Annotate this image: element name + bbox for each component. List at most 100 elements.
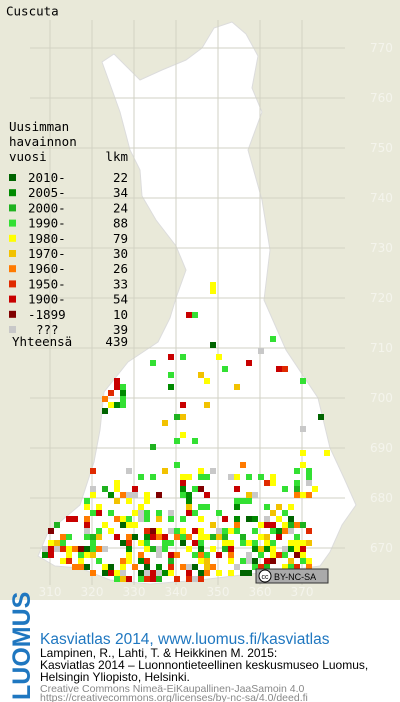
observation xyxy=(186,576,192,582)
observation xyxy=(84,564,90,570)
observation xyxy=(228,474,234,480)
observation xyxy=(192,438,198,444)
observation xyxy=(72,516,78,522)
observation xyxy=(228,570,234,576)
observation xyxy=(84,504,90,510)
observation xyxy=(120,540,126,546)
observation xyxy=(276,534,282,540)
observation xyxy=(288,540,294,546)
observation xyxy=(156,546,162,552)
observation xyxy=(126,498,132,504)
observation xyxy=(204,504,210,510)
observation xyxy=(210,282,216,288)
observation xyxy=(270,510,276,516)
observation xyxy=(96,528,102,534)
legend-swatch xyxy=(9,234,16,242)
observation xyxy=(294,540,300,546)
observation xyxy=(138,504,144,510)
observation xyxy=(288,516,294,522)
observation xyxy=(66,534,72,540)
northing-label: 710 xyxy=(370,341,393,355)
observation xyxy=(90,546,96,552)
observation xyxy=(294,486,300,492)
legend-count: 26 xyxy=(113,261,128,276)
legend-label: 1950- xyxy=(28,276,66,291)
observation xyxy=(66,558,72,564)
legend-label: 2000- xyxy=(28,200,66,215)
observation xyxy=(198,468,204,474)
observation xyxy=(300,558,306,564)
observation xyxy=(294,534,300,540)
easting-label: 370 xyxy=(291,585,314,599)
observation xyxy=(306,528,312,534)
observation xyxy=(306,480,312,486)
observation xyxy=(306,564,312,570)
observation xyxy=(126,522,132,528)
citation: Helsingin Yliopisto, Helsinki. xyxy=(40,670,190,684)
legend-total: 439 xyxy=(105,334,128,349)
observation xyxy=(252,558,258,564)
observation xyxy=(144,516,150,522)
observation xyxy=(234,474,240,480)
legend-label: 1970- xyxy=(28,246,66,261)
observation xyxy=(246,492,252,498)
observation xyxy=(54,540,60,546)
observation xyxy=(138,570,144,576)
observation xyxy=(294,522,300,528)
observation xyxy=(192,552,198,558)
observation xyxy=(132,522,138,528)
observation xyxy=(300,462,306,468)
observation xyxy=(222,516,228,522)
observation xyxy=(60,534,66,540)
observation xyxy=(162,570,168,576)
observation xyxy=(234,486,240,492)
northing-label: 720 xyxy=(370,291,393,305)
observation xyxy=(264,522,270,528)
observation xyxy=(198,504,204,510)
observation xyxy=(258,564,264,570)
observation xyxy=(114,378,120,384)
observation xyxy=(228,558,234,564)
observation xyxy=(180,516,186,522)
observation xyxy=(90,540,96,546)
observation xyxy=(150,444,156,450)
footer-headline: Kasviatlas 2014, www.luomus.fi/kasviatla… xyxy=(40,631,330,648)
observation xyxy=(150,546,156,552)
observation xyxy=(48,540,54,546)
observation xyxy=(54,546,60,552)
northing-label: 770 xyxy=(370,41,393,55)
observation xyxy=(48,528,54,534)
observation xyxy=(300,378,306,384)
observation xyxy=(264,558,270,564)
legend-swatch xyxy=(9,219,16,227)
observation xyxy=(306,474,312,480)
observation xyxy=(108,390,114,396)
observation xyxy=(270,522,276,528)
observation xyxy=(180,414,186,420)
observation xyxy=(108,528,114,534)
legend-swatch xyxy=(9,174,16,181)
observation xyxy=(276,552,282,558)
observation xyxy=(144,540,150,546)
observation xyxy=(204,558,210,564)
easting-label: 360 xyxy=(249,585,272,599)
observation xyxy=(54,522,60,528)
observation xyxy=(96,510,102,516)
observation xyxy=(120,522,126,528)
observation xyxy=(204,492,210,498)
observation xyxy=(294,468,300,474)
observation xyxy=(276,516,282,522)
legend-swatch xyxy=(9,310,16,318)
observation xyxy=(138,552,144,558)
observation xyxy=(276,528,282,534)
observation xyxy=(234,504,240,510)
observation xyxy=(162,540,168,546)
observation xyxy=(264,540,270,546)
observation xyxy=(204,474,210,480)
observation xyxy=(222,540,228,546)
observation xyxy=(300,540,306,546)
legend-heading: havainnon xyxy=(9,134,77,149)
observation xyxy=(246,474,252,480)
observation xyxy=(210,288,216,294)
observation xyxy=(60,558,66,564)
